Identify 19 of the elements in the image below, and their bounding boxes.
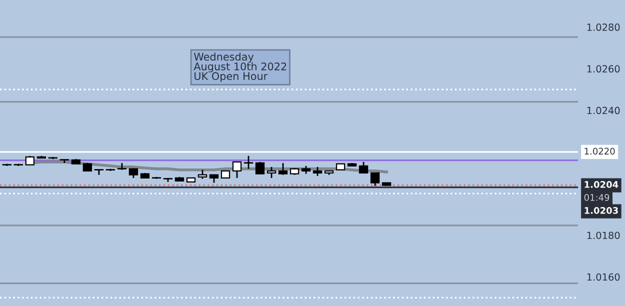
candlestick xyxy=(94,169,104,176)
legend-label: 1.0203 xyxy=(584,207,618,214)
y-tick-label: 1.0280 xyxy=(587,24,620,31)
text: 01:49 xyxy=(584,194,610,201)
candlestick xyxy=(370,172,380,187)
ref-line-label: 1.0220 xyxy=(584,148,615,155)
candlestick xyxy=(266,166,276,179)
candlestick xyxy=(232,161,242,179)
candlestick xyxy=(128,168,138,179)
candlestick xyxy=(358,161,368,174)
candlestick xyxy=(244,155,254,170)
ref-line-label: 1.0204 xyxy=(584,181,618,188)
y-tick-label: 1.0240 xyxy=(587,106,620,114)
y-tick-label: 1.0260 xyxy=(587,65,620,73)
candlestick xyxy=(278,162,288,176)
annotation: Wednesday August 10th 2022 UK Open Hour xyxy=(194,52,286,82)
candlestick xyxy=(255,161,265,175)
y-tick-label: 1.0180 xyxy=(587,232,620,240)
y-tick-label: 1.0160 xyxy=(587,273,620,281)
